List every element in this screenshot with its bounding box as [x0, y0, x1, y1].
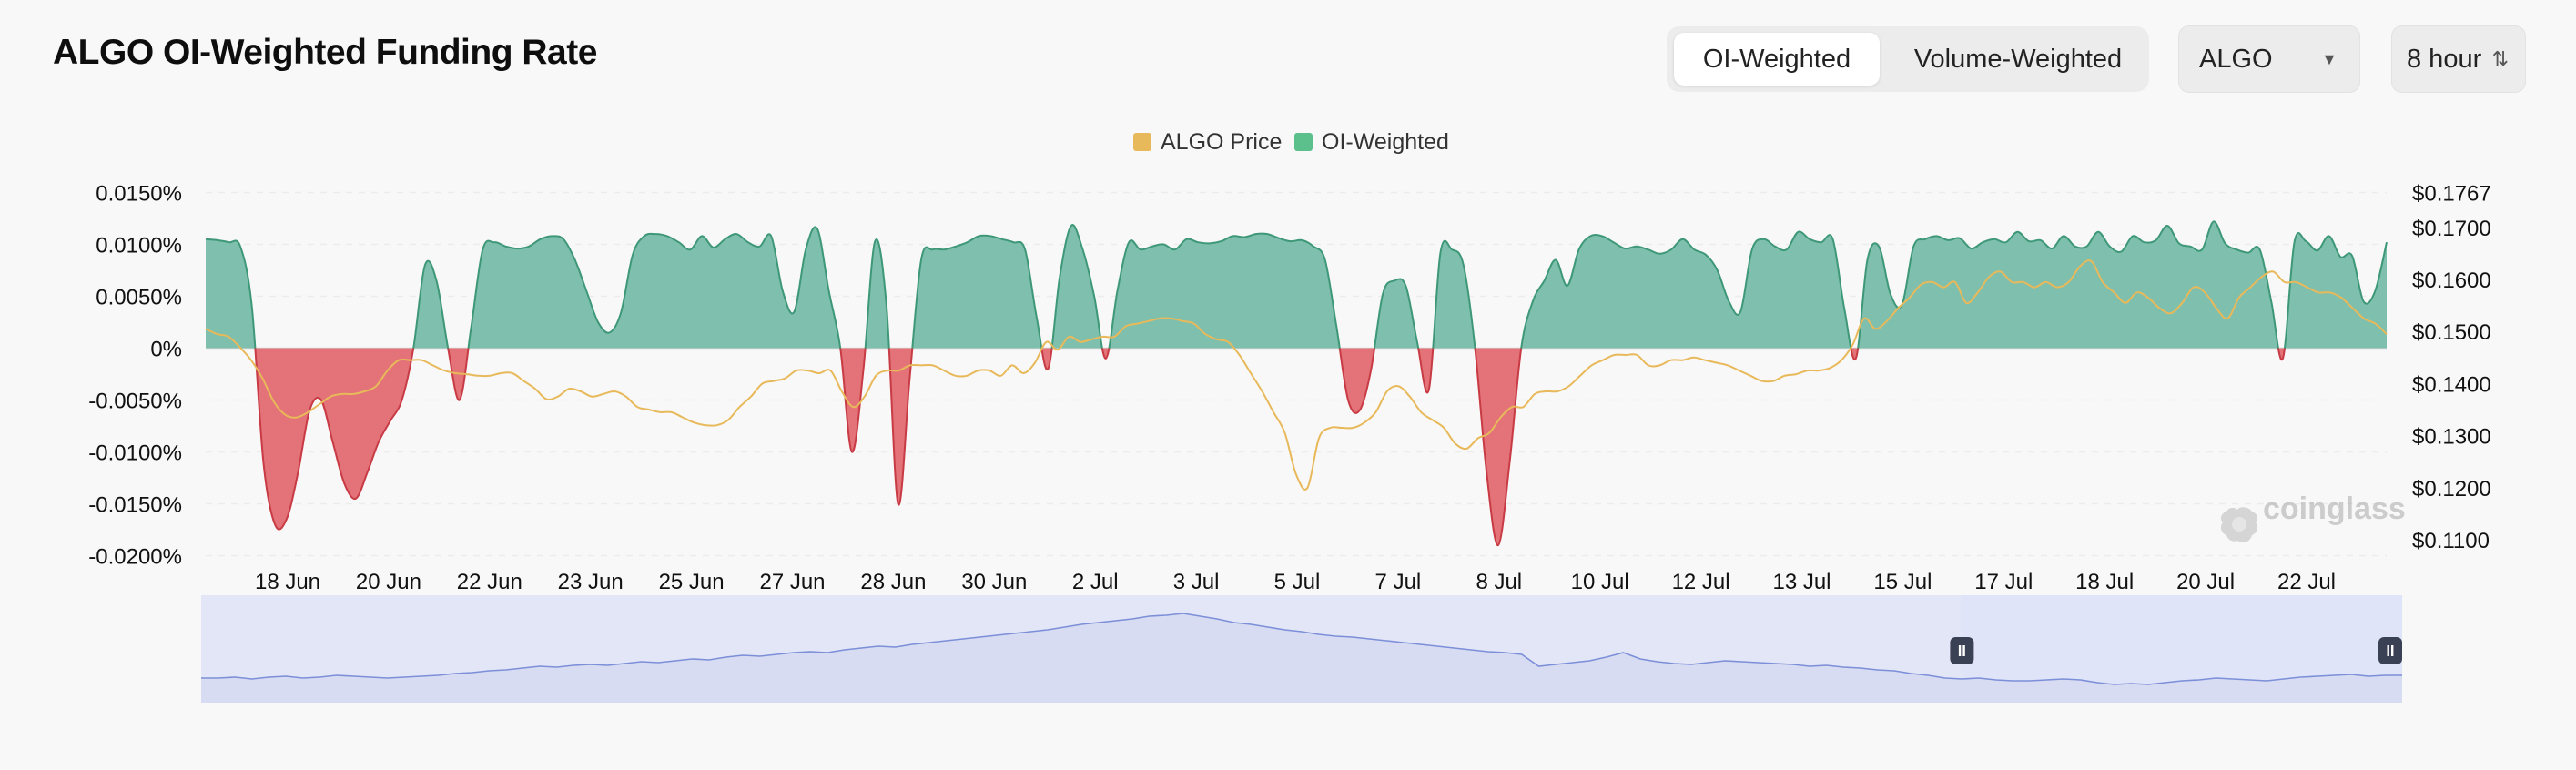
y-right-tick-label: $0.1400	[2412, 372, 2491, 397]
legend-item-price[interactable]: ALGO Price	[1133, 129, 1282, 155]
interval-select-value: 8 hour	[2407, 45, 2482, 74]
y-left-tick-label: 0.0100%	[96, 234, 182, 258]
y-axis-left: 0.0150% 0.0100% 0.0050% 0% -0.0050% -0.0100% -…	[88, 182, 182, 570]
x-axis: 18 Jun 20 Jun 22 Jun 23 Jun 25 Jun 27 Jun 28 J…	[255, 570, 2336, 594]
oi-weighted-series	[205, 220, 2388, 547]
legend-label-oi-weighted: OI-Weighted	[1322, 129, 1449, 155]
price-line	[205, 259, 2388, 491]
funding-positive-line	[205, 220, 2388, 349]
y-left-tick-label: -0.0100%	[88, 441, 182, 466]
navigator-handle-right[interactable]	[2378, 637, 2402, 664]
coinglass-logo-icon	[2220, 507, 2258, 542]
x-tick-label: 30 Jun	[961, 570, 1027, 594]
interval-select[interactable]: 8 hour ⇅	[2391, 25, 2526, 93]
coinglass-watermark: coinglass	[2220, 491, 2406, 542]
x-tick-label: 28 Jun	[860, 570, 926, 594]
x-tick-label: 18 Jun	[255, 570, 320, 594]
y-right-tick-label: $0.1700	[2412, 217, 2491, 241]
y-left-tick-label: -0.0200%	[88, 545, 182, 570]
page-title: ALGO OI-Weighted Funding Rate	[53, 33, 597, 72]
symbol-select-value: ALGO	[2199, 45, 2273, 74]
legend-swatch-price	[1133, 133, 1151, 151]
x-tick-label: 22 Jun	[457, 570, 522, 594]
funding-positive-area	[206, 221, 2387, 349]
legend-item-oi-weighted[interactable]: OI-Weighted	[1294, 129, 1449, 155]
x-tick-label: 5 Jul	[1274, 570, 1321, 594]
y-left-tick-label: -0.0050%	[88, 390, 182, 414]
y-right-tick-label: $0.1200	[2412, 477, 2491, 502]
y-left-tick-label: -0.0150%	[88, 493, 182, 518]
y-right-tick-label: $0.1767	[2412, 182, 2491, 207]
x-tick-label: 20 Jun	[356, 570, 421, 594]
symbol-select[interactable]: ALGO ▼	[2178, 25, 2360, 93]
legend-swatch-oi-weighted	[1294, 133, 1313, 151]
y-right-tick-label: $0.1300	[2412, 425, 2491, 450]
y-left-tick-label: 0.0050%	[96, 286, 182, 310]
x-tick-label: 23 Jun	[558, 570, 624, 594]
x-tick-label: 3 Jul	[1173, 570, 1220, 594]
range-navigator[interactable]	[201, 595, 2402, 703]
navigator-handle-left[interactable]	[1950, 637, 1974, 664]
chevron-updown-icon: ⇅	[2491, 47, 2509, 70]
watermark-text: coinglass	[2263, 491, 2406, 526]
y-right-tick-label: $0.1100	[2412, 529, 2490, 553]
x-tick-label: 15 Jul	[1873, 570, 1932, 594]
x-tick-label: 2 Jul	[1072, 570, 1119, 594]
x-tick-label: 17 Jul	[1974, 570, 2033, 594]
tab-volume-weighted[interactable]: Volume-Weighted	[1913, 45, 2123, 74]
x-tick-label: 8 Jul	[1476, 570, 1522, 594]
x-tick-label: 18 Jul	[2075, 570, 2134, 594]
y-right-tick-label: $0.1500	[2412, 320, 2491, 345]
legend-label-price: ALGO Price	[1161, 129, 1282, 155]
weighting-tab-group: OI-Weighted Volume-Weighted	[1667, 26, 2149, 92]
x-tick-label: 10 Jul	[1571, 570, 1629, 594]
y-left-tick-label: 0.0150%	[96, 182, 182, 207]
x-tick-label: 12 Jul	[1672, 570, 1730, 594]
tab-oi-weighted[interactable]: OI-Weighted	[1674, 33, 1880, 86]
y-axis-right: $0.1767 $0.1700 $0.1600 $0.1500 $0.1400 $0.13…	[2412, 182, 2491, 554]
navigator-line	[201, 613, 2402, 685]
x-tick-label: 7 Jul	[1375, 570, 1422, 594]
x-tick-label: 25 Jun	[659, 570, 725, 594]
chart-legend: ALGO Price OI-Weighted	[1133, 129, 1449, 155]
y-left-tick-label: 0%	[150, 338, 182, 362]
caret-down-icon: ▼	[2321, 50, 2338, 68]
navigator-area	[201, 613, 2402, 703]
x-tick-label: 20 Jul	[2176, 570, 2235, 594]
x-tick-label: 27 Jun	[759, 570, 825, 594]
y-right-tick-label: $0.1600	[2412, 268, 2491, 293]
x-tick-label: 13 Jul	[1772, 570, 1831, 594]
x-tick-label: 22 Jul	[2277, 570, 2336, 594]
